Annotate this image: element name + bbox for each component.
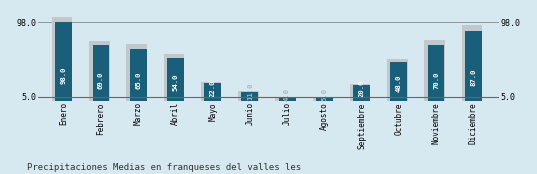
Bar: [313, 97, 333, 101]
Text: 87.0: 87.0: [470, 68, 476, 86]
Bar: [424, 40, 445, 101]
Bar: [279, 98, 295, 101]
Text: 54.0: 54.0: [172, 74, 178, 91]
Bar: [89, 41, 110, 101]
Bar: [427, 45, 445, 101]
Bar: [92, 45, 110, 101]
Bar: [130, 49, 147, 101]
Bar: [164, 54, 184, 101]
Bar: [465, 31, 482, 101]
Bar: [316, 97, 333, 101]
Text: 48.0: 48.0: [396, 75, 402, 92]
Bar: [353, 85, 370, 101]
Bar: [350, 84, 371, 101]
Bar: [238, 91, 259, 101]
Bar: [204, 83, 221, 101]
Bar: [462, 25, 482, 101]
Bar: [387, 59, 408, 101]
Bar: [126, 45, 147, 101]
Bar: [390, 62, 407, 101]
Text: 65.0: 65.0: [135, 72, 141, 89]
Text: 4.0: 4.0: [284, 88, 290, 101]
Text: 98.0: 98.0: [61, 66, 67, 84]
Bar: [242, 92, 258, 101]
Bar: [55, 22, 72, 101]
Bar: [52, 16, 72, 101]
Text: 5.0: 5.0: [321, 87, 328, 101]
Text: 20.0: 20.0: [359, 80, 365, 97]
Bar: [201, 82, 221, 101]
Text: 70.0: 70.0: [433, 71, 439, 89]
Text: 22.0: 22.0: [209, 80, 216, 97]
Bar: [167, 57, 184, 101]
Bar: [275, 97, 296, 101]
Text: 69.0: 69.0: [98, 71, 104, 89]
Text: Precipitaciones Medias en franqueses del valles les: Precipitaciones Medias en franqueses del…: [27, 163, 301, 172]
Text: 11.0: 11.0: [247, 82, 253, 100]
